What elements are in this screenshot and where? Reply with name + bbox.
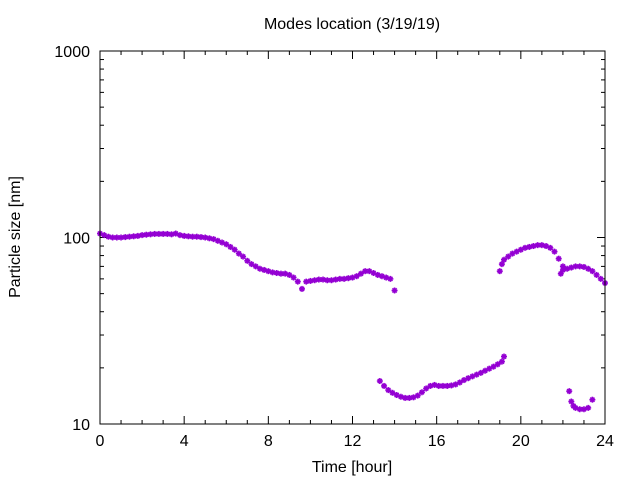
data-point: [244, 257, 251, 264]
data-point: [299, 285, 305, 292]
axis-ticks: [99, 50, 606, 425]
x-axis-label: Time [hour]: [312, 459, 392, 476]
x-tick-label: 0: [96, 433, 105, 450]
x-tick-label: 8: [264, 433, 273, 450]
data-point: [206, 235, 213, 242]
data-points: [97, 230, 608, 413]
data-point: [568, 398, 575, 405]
data-point: [294, 278, 301, 285]
data-point: [290, 274, 297, 281]
data-point: [286, 271, 293, 278]
data-point: [231, 246, 238, 253]
data-point: [414, 392, 421, 399]
x-tick-label: 24: [596, 433, 614, 450]
data-point: [357, 270, 364, 277]
x-tick-label: 16: [428, 433, 446, 450]
data-point: [494, 361, 501, 368]
y-tick-label: 100: [63, 231, 90, 248]
data-point: [248, 261, 255, 268]
data-point: [477, 369, 484, 376]
data-point: [181, 232, 188, 239]
data-point: [376, 378, 383, 385]
x-tick-label: 12: [344, 433, 362, 450]
data-point: [227, 243, 234, 250]
data-point: [219, 239, 226, 246]
x-tick-label: 20: [512, 433, 530, 450]
data-point: [389, 389, 396, 396]
data-point: [130, 233, 137, 240]
data-point: [240, 253, 247, 260]
data-point: [526, 243, 533, 250]
y-tick-label: 10: [72, 417, 90, 434]
data-point: [456, 379, 463, 386]
data-point: [423, 385, 430, 392]
data-point: [252, 263, 259, 270]
data-point: [505, 253, 512, 260]
data-point: [597, 275, 604, 282]
data-point: [566, 388, 573, 395]
tick-labels: 0 4 8 12 16 20 24 10 100 1000: [54, 44, 614, 450]
data-point: [385, 387, 392, 394]
data-point: [551, 248, 558, 255]
plot-frame: [99, 50, 606, 425]
data-point: [353, 273, 360, 280]
data-point: [555, 255, 562, 262]
data-point: [418, 389, 425, 396]
data-point: [498, 358, 505, 365]
data-point: [490, 363, 497, 370]
data-point: [593, 271, 600, 278]
data-point: [391, 287, 398, 294]
y-axis-label: Particle size [nm]: [7, 176, 24, 298]
data-point: [585, 265, 592, 272]
data-point: [496, 268, 503, 275]
data-point: [402, 394, 409, 401]
data-point: [235, 250, 242, 257]
data-point: [501, 353, 507, 360]
data-point: [589, 396, 596, 403]
data-point: [387, 275, 394, 282]
data-point: [381, 382, 388, 389]
data-point: [223, 241, 230, 248]
data-point: [498, 261, 505, 268]
x-tick-label: 4: [180, 433, 189, 450]
data-point: [585, 404, 592, 411]
y-tick-label: 1000: [54, 44, 90, 61]
data-point: [589, 268, 596, 275]
data-point: [139, 232, 146, 239]
data-point: [547, 244, 554, 251]
data-point: [143, 231, 150, 238]
chart-title: Modes location (3/19/19): [264, 16, 440, 33]
data-point: [501, 256, 507, 263]
